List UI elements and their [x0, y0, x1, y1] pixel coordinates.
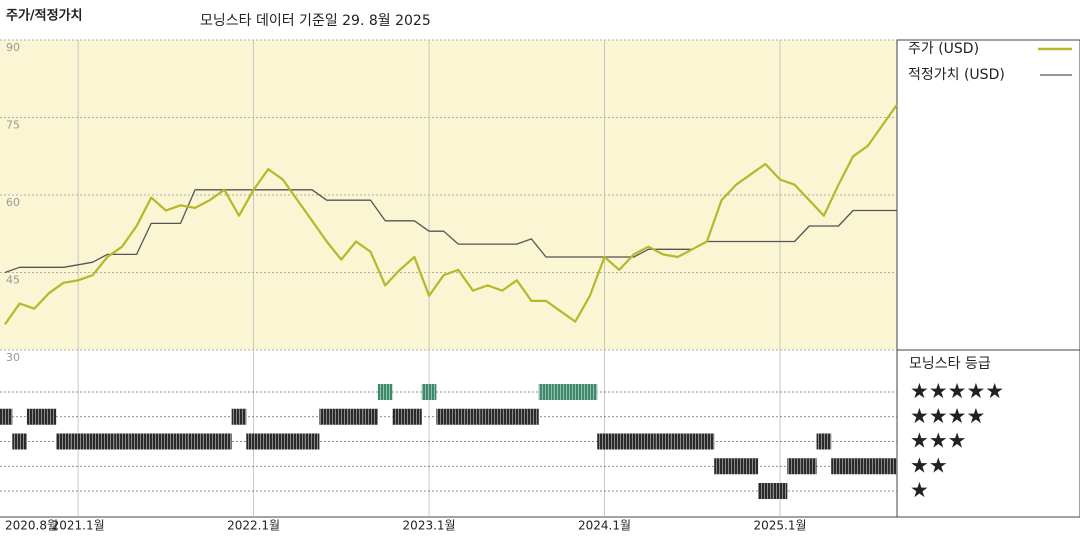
legend-box	[896, 39, 1080, 351]
rating-bar-texture	[158, 433, 174, 450]
rating-bar-texture	[56, 433, 71, 450]
x-tick-label: 2021.1월	[52, 519, 105, 533]
x-tick-label: 2024.1월	[578, 519, 631, 533]
rating-bar-texture	[143, 433, 159, 450]
rating-bar-texture	[772, 483, 788, 499]
rating-bar-texture	[421, 384, 437, 400]
y-tick-label: 75	[6, 119, 20, 132]
rating-bar-texture	[480, 408, 495, 425]
rating-bar-texture	[319, 408, 335, 425]
rating-bar-texture	[377, 384, 393, 400]
rating-label: ★★	[910, 453, 948, 477]
rating-bar-texture	[114, 433, 130, 450]
rating-bar-texture	[392, 408, 408, 425]
rating-bar-texture	[538, 384, 554, 400]
y-tick-label: 90	[6, 41, 20, 54]
rating-bar-texture	[85, 433, 101, 450]
rating-bar-texture	[0, 408, 13, 425]
rating-bar-texture	[611, 433, 627, 450]
rating-bar-texture	[787, 458, 802, 475]
rating-bar-texture	[334, 408, 349, 425]
y-tick-label: 30	[6, 351, 20, 364]
rating-bar-texture	[129, 433, 144, 450]
series-line	[4, 103, 898, 325]
rating-label: ★★★★★	[910, 379, 1004, 403]
rating-bar-texture	[275, 433, 291, 450]
rating-bar-texture	[290, 433, 305, 450]
rating-bar-texture	[246, 433, 261, 450]
rating-legend-box	[896, 349, 1080, 518]
rating-bar-texture	[524, 408, 539, 425]
rating-bar-texture	[348, 408, 364, 425]
rating-bar-texture	[202, 433, 218, 450]
rating-label: ★★★★	[910, 404, 985, 428]
rating-bar-texture	[641, 433, 656, 450]
rating-bar-texture	[260, 433, 276, 450]
rating-bar-texture	[494, 408, 510, 425]
rating-bar-texture	[699, 433, 715, 450]
rating-label: ★	[910, 478, 929, 502]
x-tick-label: 2025.1월	[754, 519, 807, 533]
rating-bar-texture	[26, 408, 42, 425]
rating-label: ★★★	[910, 429, 966, 453]
y-tick-label: 45	[6, 274, 20, 287]
rating-bar-texture	[684, 433, 700, 450]
rating-bar-texture	[655, 433, 671, 450]
rating-bar-texture	[70, 433, 86, 450]
rating-legend-title: 모닝스타 등급	[909, 356, 991, 372]
rating-bar-texture	[100, 433, 115, 450]
rating-bar-texture	[217, 433, 232, 450]
rating-bar-texture	[816, 433, 832, 450]
rating-bar-texture	[12, 433, 27, 450]
rating-bar-texture	[407, 408, 422, 425]
x-tick-label: 2023.1월	[403, 519, 456, 533]
rating-bar-texture	[728, 458, 744, 475]
rating-bar-texture	[567, 384, 583, 400]
chart-subtitle: 모닝스타 데이터 기준일 29. 8월 2025	[200, 13, 431, 29]
rating-bar-texture	[758, 483, 773, 499]
rating-bar-texture	[889, 458, 897, 475]
rating-bar-texture	[845, 458, 861, 475]
rating-bar-texture	[626, 433, 642, 450]
rating-bar-texture	[743, 458, 759, 475]
rating-bar-texture	[465, 408, 481, 425]
rating-bar-texture	[41, 408, 57, 425]
x-tick-label: 2022.1월	[227, 519, 280, 533]
x-tick-label: 2020.8월	[5, 519, 58, 533]
legend-label: 적정가치 (USD)	[908, 67, 1005, 83]
rating-bar-texture	[553, 384, 568, 400]
rating-bar-texture	[173, 433, 188, 450]
rating-bar-texture	[582, 384, 598, 400]
rating-bar-texture	[304, 433, 320, 450]
rating-bar-texture	[436, 408, 451, 425]
rating-bar-texture	[831, 458, 846, 475]
rating-bar-texture	[875, 458, 890, 475]
legend-label: 주가 (USD)	[908, 41, 979, 57]
rating-bar-texture	[231, 408, 247, 425]
series-line	[4, 189, 897, 274]
rating-bar-texture	[363, 408, 378, 425]
y-tick-label: 60	[6, 196, 20, 209]
rating-bar-texture	[187, 433, 203, 450]
rating-bar-texture	[509, 408, 525, 425]
rating-bar-texture	[451, 408, 466, 425]
rating-bar-texture	[670, 433, 685, 450]
rating-bar-texture	[801, 458, 817, 475]
rating-bar-texture	[860, 458, 876, 475]
rating-bar-texture	[714, 458, 729, 475]
chart-title: 주가/적정가치	[6, 8, 83, 24]
rating-bar-texture	[597, 433, 612, 450]
